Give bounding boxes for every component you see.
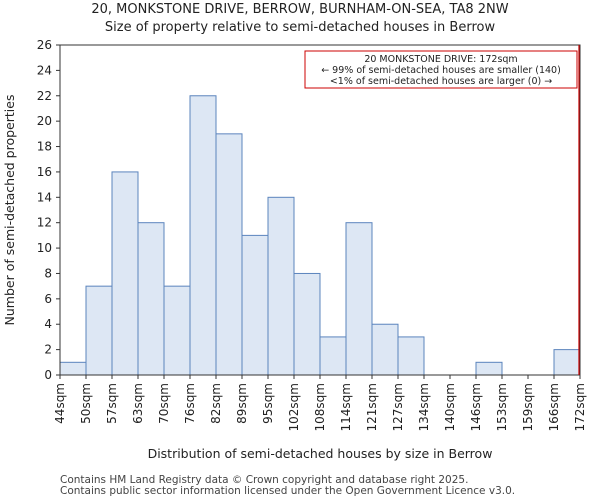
y-tick-label: 4 [44,317,52,331]
x-tick-label: 114sqm [339,383,353,431]
histogram-bar [111,171,139,376]
y-tick-label: 24 [37,63,52,77]
x-tick-label: 57sqm [105,383,119,424]
annotation-text: 20 MONKSTONE DRIVE: 172sqm [364,54,517,65]
x-tick-label: 121sqm [365,383,379,431]
x-tick-label: 108sqm [313,383,327,431]
y-tick-label: 10 [37,241,52,255]
histogram-bar [137,222,165,376]
x-tick-label: 140sqm [443,383,457,431]
x-axis-label: Distribution of semi-detached houses by … [148,446,493,461]
x-tick-label: 102sqm [287,383,301,431]
histogram-bar [163,285,191,376]
y-tick-label: 6 [44,292,52,306]
histogram-bar [59,361,87,376]
x-tick-label: 166sqm [547,383,561,431]
footer-licence: Contains public sector information licen… [60,485,516,497]
y-tick-label: 16 [37,165,52,179]
x-tick-label: 82sqm [209,383,223,424]
y-tick-label: 20 [37,114,52,128]
y-tick-label: 0 [44,368,52,382]
y-tick-label: 22 [37,89,52,103]
histogram-bar [397,336,425,376]
x-tick-label: 76sqm [183,383,197,424]
x-tick-label: 63sqm [131,383,145,424]
x-tick-label: 44sqm [53,383,67,424]
x-tick-label: 50sqm [79,383,93,424]
histogram-bar [241,234,269,376]
histogram-bar [189,95,217,376]
x-tick-label: 159sqm [521,383,535,431]
x-tick-label: 172sqm [573,383,587,431]
x-tick-label: 89sqm [235,383,249,424]
histogram-bar [345,222,373,376]
histogram-bar [215,133,243,376]
chart-subtitle: Size of property relative to semi-detach… [104,20,496,35]
y-tick-label: 18 [37,140,52,154]
histogram-bar [319,336,347,376]
histogram-bar [371,323,399,376]
histogram-bar [267,196,295,376]
y-axis-label: Number of semi-detached properties [2,95,17,326]
y-tick-label: 2 [44,343,52,357]
x-tick-label: 134sqm [417,383,431,431]
annotation-box [304,50,578,89]
x-tick-label: 95sqm [261,383,275,424]
annotation-text: <1% of semi-detached houses are larger (… [330,76,552,87]
y-tick-label: 14 [37,190,52,204]
histogram-bar [553,349,581,376]
histogram-bar [293,272,321,376]
y-tick-label: 8 [44,266,52,280]
footer-copyright: Contains HM Land Registry data © Crown c… [60,474,469,486]
chart-title: 20, MONKSTONE DRIVE, BERROW, BURNHAM-ON-… [91,2,509,17]
x-tick-label: 70sqm [157,383,171,424]
histogram-bar [85,285,113,376]
annotation-text: ← 99% of semi-detached houses are smalle… [321,65,561,76]
x-tick-label: 146sqm [469,383,483,431]
y-tick-label: 12 [37,216,52,230]
x-tick-label: 153sqm [495,383,509,431]
histogram-bar [475,361,503,376]
x-tick-label: 127sqm [391,383,405,431]
y-tick-label: 26 [37,38,52,52]
